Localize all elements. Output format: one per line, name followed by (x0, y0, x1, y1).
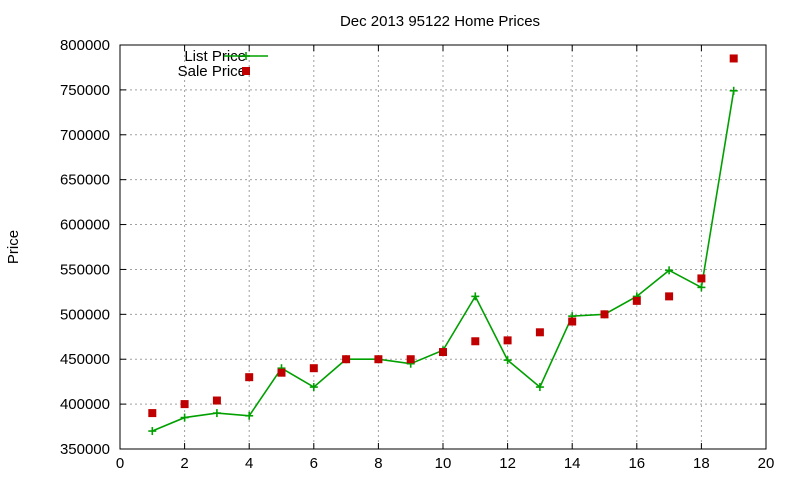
x-tick-label: 14 (564, 455, 581, 472)
series-sale-price (148, 54, 738, 418)
x-tick-label: 12 (499, 455, 516, 472)
legend-label: List Price (184, 48, 246, 65)
chart-title: Dec 2013 95122 Home Prices (340, 13, 540, 30)
y-tick-label: 350000 (60, 441, 110, 458)
legend-plus-swatch (242, 52, 250, 60)
list-price-point (503, 356, 512, 365)
y-tick-label: 450000 (60, 351, 110, 368)
sale-price-point (277, 368, 286, 377)
sale-price-point (439, 348, 447, 357)
sale-price-point (632, 296, 641, 305)
sale-price-point (568, 317, 577, 326)
legend-square-swatch (242, 67, 250, 75)
sale-price-point (245, 373, 254, 382)
x-tick-label: 4 (245, 455, 253, 472)
sale-price-point (471, 337, 480, 346)
list-price-point (180, 413, 189, 422)
sale-price-point (374, 355, 383, 364)
list-price-point (697, 283, 706, 292)
sale-price-point (342, 355, 351, 364)
y-tick-label: 600000 (60, 217, 110, 234)
sale-price-point (180, 400, 189, 409)
x-tick-label: 0 (116, 455, 124, 472)
y-tick-label: 400000 (60, 396, 110, 413)
list-price-point (471, 292, 480, 301)
x-tick-label: 18 (693, 455, 710, 472)
x-tick-label: 20 (758, 455, 775, 472)
data-series (148, 54, 738, 436)
y-tick-label: 800000 (60, 37, 110, 54)
y-axis-label: Price (5, 230, 22, 264)
sale-price-point (697, 274, 706, 283)
sale-price-point (729, 54, 738, 63)
axis-ticks: 0 2 4 6 8 10 12 14 16 18 20 350000 400000 450000 50000… (60, 37, 774, 472)
x-tick-label: 8 (374, 455, 382, 472)
y-tick-label: 550000 (60, 261, 110, 278)
x-tick-label: 16 (628, 455, 645, 472)
grid-lines (120, 45, 766, 449)
sale-price-point (535, 328, 544, 337)
sale-price-point (665, 292, 674, 301)
y-tick-label: 700000 (60, 127, 110, 144)
sale-price-point (309, 364, 318, 373)
list-price-point (148, 427, 157, 436)
sale-price-point (212, 396, 221, 405)
list-price-point (309, 383, 318, 392)
sale-price-point (503, 336, 512, 345)
y-tick-label: 500000 (60, 306, 110, 323)
list-price-point (729, 86, 738, 95)
list-price-point (212, 409, 221, 418)
sale-price-point (406, 355, 415, 364)
sale-price-point (600, 310, 609, 319)
y-tick-label: 650000 (60, 172, 110, 189)
x-tick-label: 10 (435, 455, 452, 472)
y-tick-label: 750000 (60, 82, 110, 99)
sale-price-point (148, 409, 157, 418)
list-price-point (535, 383, 544, 392)
list-price-point (245, 411, 254, 420)
list-price-point (665, 266, 674, 275)
x-tick-label: 2 (180, 455, 188, 472)
x-tick-label: 6 (310, 455, 318, 472)
legend-label: Sale Price (178, 63, 246, 80)
